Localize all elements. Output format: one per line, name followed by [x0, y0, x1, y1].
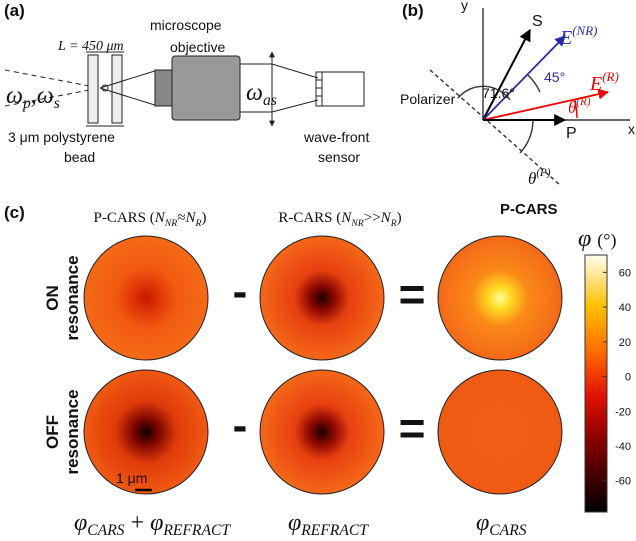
row-label: resonance	[63, 255, 82, 340]
tick-label: -40	[615, 441, 631, 453]
panel-label: (c)	[4, 203, 25, 222]
panel-c: (c) P-CARS (NNR≈NR) R-CARS (NNR>>NR) ON …	[4, 203, 631, 539]
panel-a: (a) L = 450 μm microscope objective ωp,ω…	[4, 1, 369, 165]
vector-label: P	[566, 125, 577, 142]
angle-label: θ(R)	[568, 96, 591, 117]
bead-label: 3 μm polystyrene	[8, 129, 115, 145]
figure: (a) L = 450 μm microscope objective ωp,ω…	[0, 0, 636, 541]
operator: -	[233, 401, 248, 450]
phase-maps	[84, 236, 562, 494]
bead-label: bead	[64, 149, 95, 165]
colorbar-label: φ(°)	[578, 226, 616, 252]
polarizer-label: Polarizer	[400, 91, 456, 107]
vector-label: S	[532, 13, 543, 30]
colorbar	[585, 255, 607, 512]
column-header: P-CARS (NNR≈NR)	[94, 210, 207, 229]
setup-drawing	[5, 52, 364, 126]
angle-label: 71.6°	[482, 85, 515, 101]
tick-label: 20	[619, 337, 631, 349]
panel-caption: P-CARS	[500, 201, 558, 218]
tick-label: 40	[619, 302, 631, 314]
panel-label: (a)	[4, 1, 25, 20]
row-label: resonance	[63, 389, 82, 474]
tick-label: 60	[619, 267, 631, 279]
bottom-label: φREFRACT	[288, 510, 369, 539]
row-label: ON	[43, 285, 62, 311]
vector-label: E(NR)	[559, 23, 598, 49]
sensor-label: sensor	[318, 149, 360, 165]
angle-label: 45°	[544, 69, 565, 85]
tick-label: 0	[625, 372, 631, 384]
operator: =	[399, 268, 426, 320]
scale-label: 1 μm	[116, 470, 147, 486]
objective-label: microscope	[150, 17, 222, 33]
panel-label: (b)	[402, 1, 424, 20]
vector-label: E(R)	[589, 69, 619, 95]
tick-label: -60	[615, 476, 631, 488]
axis-label: x	[628, 121, 635, 137]
angle-label: θ(P)	[528, 167, 551, 188]
panel-b: (b) y x S E(NR) E(R) 45° 71.6° θ(R) θ(P)…	[400, 0, 635, 218]
operator: -	[233, 267, 248, 316]
operator: =	[399, 402, 426, 454]
row-label: OFF	[43, 415, 62, 449]
bottom-label: φCARS + φREFRACT	[74, 510, 231, 539]
vector-drawing	[430, 8, 630, 185]
bottom-label: φCARS	[476, 510, 527, 539]
axis-label: y	[461, 0, 468, 13]
column-header: R-CARS (NNR>>NR)	[278, 210, 401, 229]
objective-label: objective	[170, 39, 225, 55]
sensor-label: wave-front	[303, 129, 369, 145]
omega-ps: ωp,ωs	[6, 83, 60, 112]
tick-label: -20	[615, 406, 631, 418]
